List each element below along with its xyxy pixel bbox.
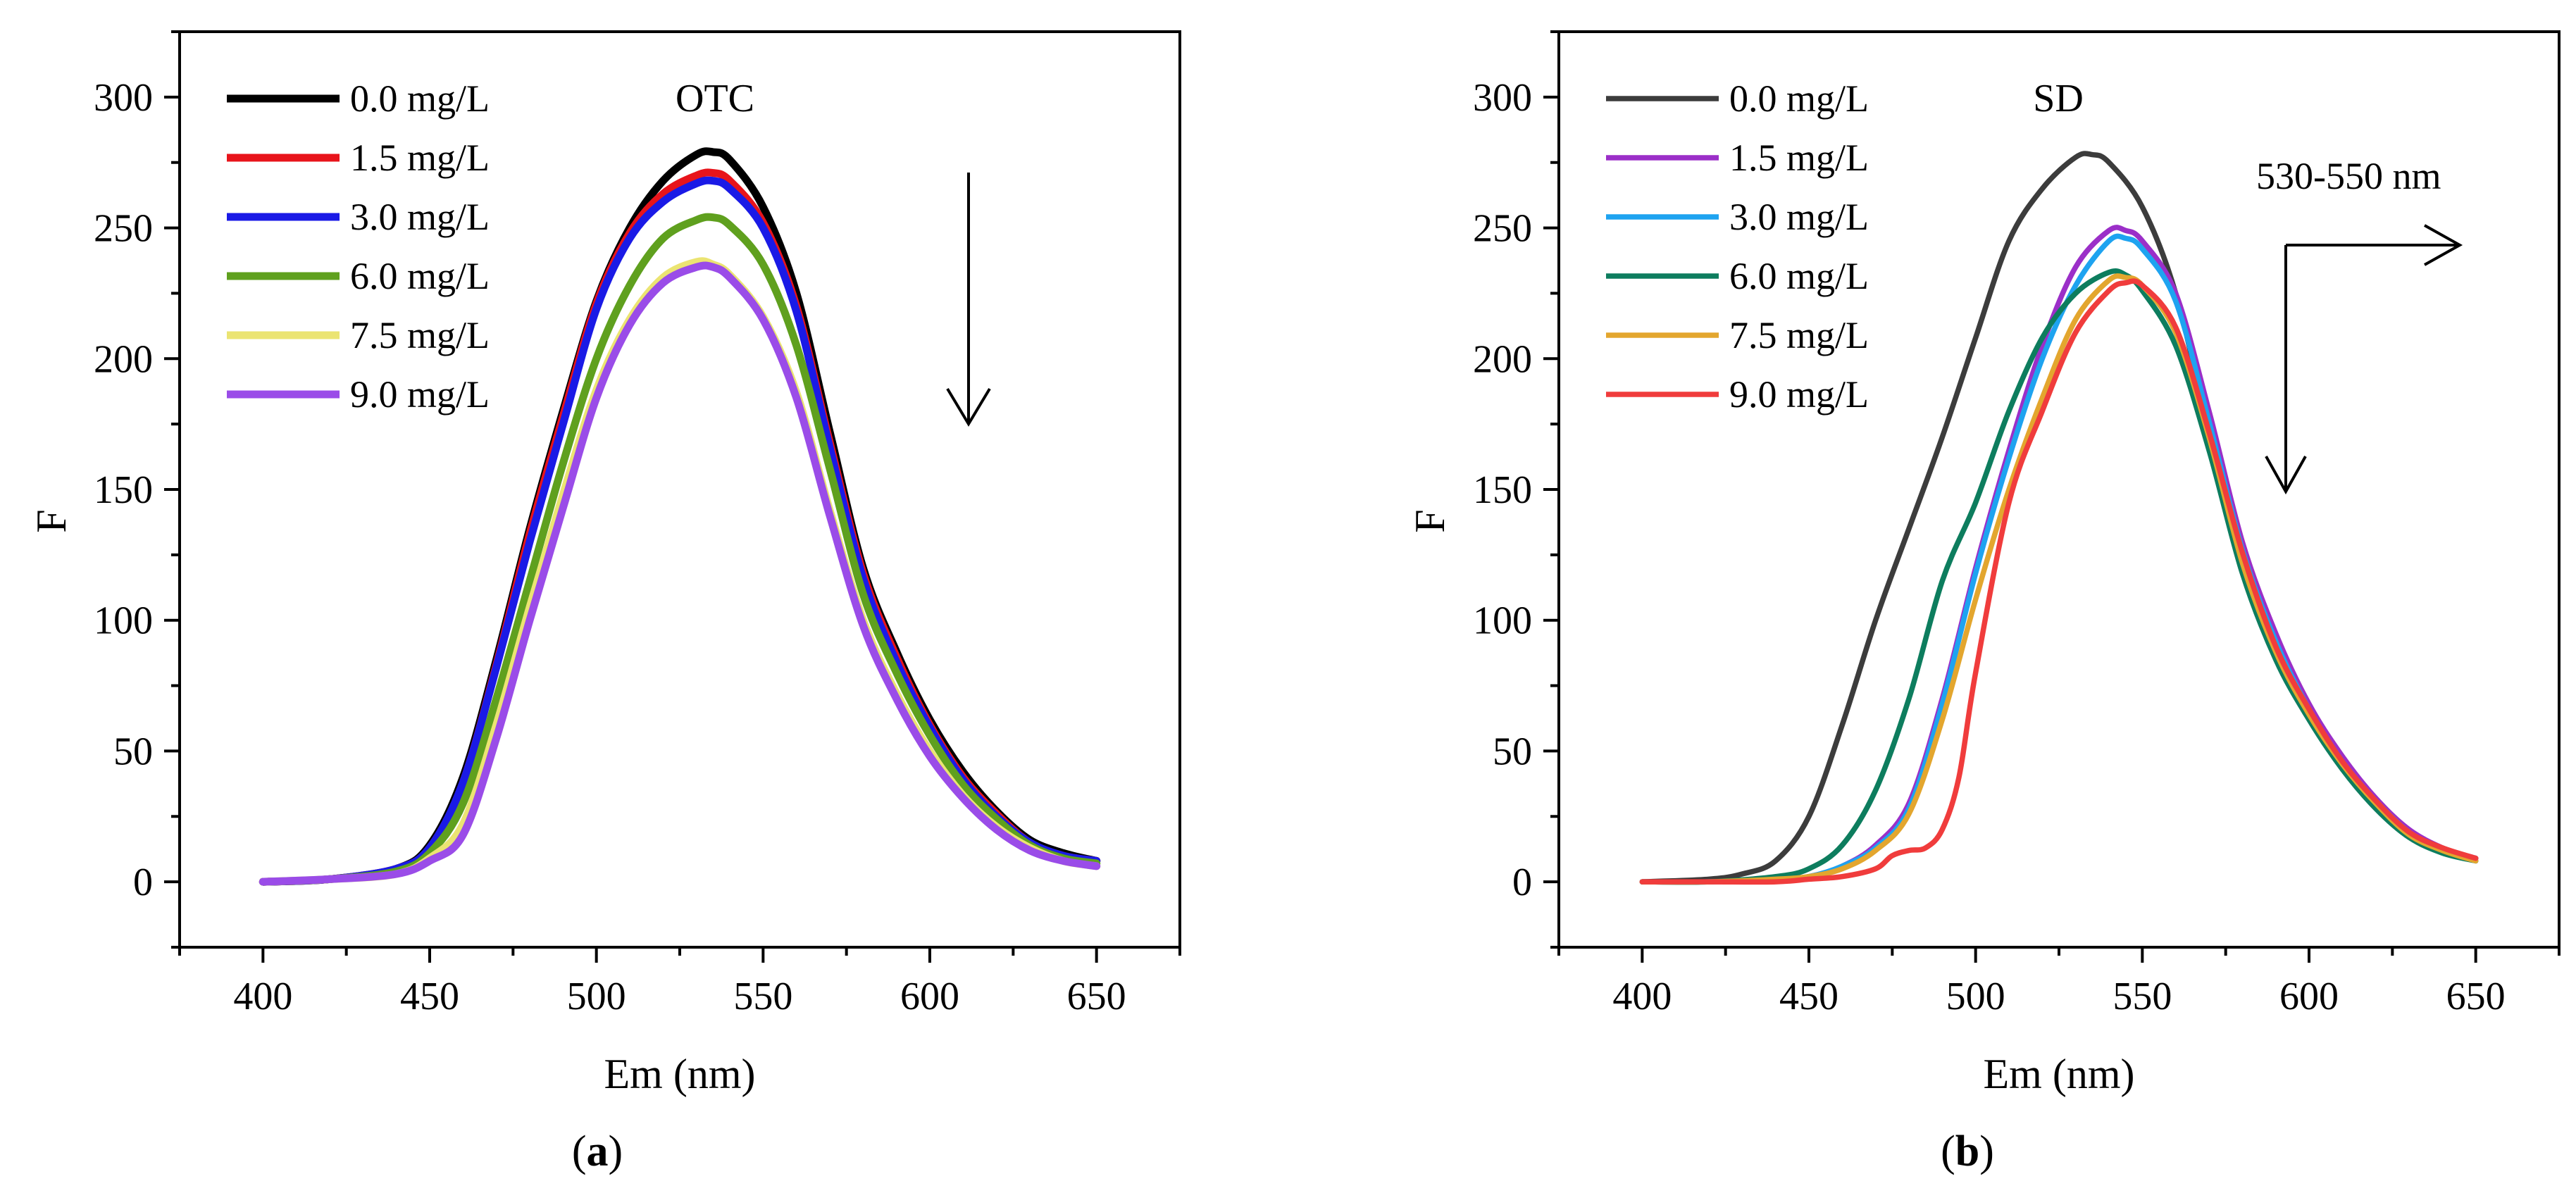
legend: 0.0 mg/L 1.5 mg/L 3.0 mg/L 6.0 mg/L 7.5 mg/L…	[227, 77, 490, 416]
y-tick-label: 0	[1512, 861, 1532, 904]
legend-item: 1.5 mg/L	[227, 137, 490, 179]
annotation-text: 530-550 nm	[2256, 155, 2441, 197]
y-tick-label: 250	[94, 207, 153, 251]
legend-item: 0.0 mg/L	[227, 77, 490, 120]
legend-label: 6.0 mg/L	[1729, 255, 1869, 297]
series-line	[1639, 268, 2479, 885]
x-tick-label: 450	[1779, 975, 1838, 1018]
y-tick-label: 100	[94, 599, 153, 643]
y-tick-label: 50	[113, 730, 153, 773]
y-tick-label: 200	[94, 337, 153, 381]
legend-label: 7.5 mg/L	[350, 314, 490, 356]
panel-letter: b	[1955, 1128, 1979, 1175]
y-axis: 0 50 100 150 200 250 300	[94, 30, 180, 949]
x-tick-label: 600	[900, 975, 959, 1018]
series-lines	[259, 147, 1101, 886]
legend-item: 1.5 mg/L	[1606, 137, 1869, 179]
legend-label: 0.0 mg/L	[350, 77, 490, 120]
y-tick-label: 0	[133, 861, 153, 904]
legend-label: 7.5 mg/L	[1729, 314, 1869, 356]
legend-item: 7.5 mg/L	[1606, 314, 1869, 356]
legend-item: 6.0 mg/L	[227, 255, 490, 297]
x-axis: 400 450 500 550 600 650	[1557, 947, 2561, 1018]
y-tick-label: 150	[1473, 468, 1532, 512]
panel-a: 400 450 500 550 600 650 0 50 100 150 200 250 300 0.…	[28, 30, 1181, 1175]
y-tick-label: 100	[1473, 599, 1532, 643]
legend-item: 3.0 mg/L	[227, 196, 490, 238]
panel-b: 400 450 500 550 600 650 0 50 100 150 200 250 300 0.…	[1407, 30, 2561, 1175]
legend-item: 3.0 mg/L	[1606, 196, 1869, 238]
legend-label: 1.5 mg/L	[1729, 137, 1869, 179]
series-line	[259, 213, 1101, 886]
panel-caption: (b)	[1941, 1128, 1994, 1175]
x-tick-label: 400	[1612, 975, 1672, 1018]
x-tick-label: 550	[733, 975, 792, 1018]
x-tick-label: 650	[1067, 975, 1126, 1018]
x-axis: 400 450 500 550 600 650	[178, 947, 1181, 1018]
panel-letter: a	[587, 1128, 609, 1175]
legend-item: 9.0 mg/L	[1606, 373, 1869, 416]
legend-item: 6.0 mg/L	[1606, 255, 1869, 297]
legend-label: 9.0 mg/L	[350, 373, 490, 416]
legend-label: 0.0 mg/L	[1729, 77, 1869, 120]
x-tick-label: 450	[400, 975, 459, 1018]
x-tick-label: 500	[1946, 975, 2005, 1018]
trend-arrow	[946, 173, 991, 427]
y-tick-label: 250	[1473, 207, 1532, 251]
legend-item: 7.5 mg/L	[227, 314, 490, 356]
series-lines	[1639, 151, 2479, 885]
x-tick-label: 550	[2113, 975, 2172, 1018]
legend-item: 9.0 mg/L	[227, 373, 490, 416]
legend-label: 3.0 mg/L	[1729, 196, 1869, 238]
y-tick-label: 300	[1473, 76, 1532, 120]
x-axis-title: Em (nm)	[1984, 1051, 2135, 1097]
trend-arrow	[2265, 224, 2463, 495]
panel-title: SD	[2033, 77, 2084, 120]
panel-title: OTC	[676, 77, 754, 120]
arrow-head	[946, 387, 991, 427]
y-tick-label: 50	[1493, 730, 1532, 773]
legend-label: 3.0 mg/L	[350, 196, 490, 238]
y-tick-label: 300	[94, 76, 153, 120]
series-line	[1639, 278, 2479, 885]
legend-item: 0.0 mg/L	[1606, 77, 1869, 120]
legend-label: 1.5 mg/L	[350, 137, 490, 179]
arrow-head-down	[2265, 456, 2307, 495]
x-tick-label: 400	[233, 975, 292, 1018]
x-tick-label: 650	[2446, 975, 2506, 1018]
legend-label: 6.0 mg/L	[350, 255, 490, 297]
series-line	[259, 261, 1101, 886]
arrow-head-right	[2424, 224, 2463, 266]
y-axis-title: F	[28, 509, 75, 532]
x-tick-label: 600	[2279, 975, 2339, 1018]
panel-caption: (a)	[572, 1128, 623, 1175]
y-tick-label: 150	[94, 468, 153, 512]
legend-label: 9.0 mg/L	[1729, 373, 1869, 416]
x-axis-title: Em (nm)	[604, 1051, 756, 1097]
x-tick-label: 500	[567, 975, 626, 1018]
y-axis: 0 50 100 150 200 250 300	[1473, 30, 1559, 949]
legend: 0.0 mg/L 1.5 mg/L 3.0 mg/L 6.0 mg/L 7.5 mg/L…	[1606, 77, 1869, 416]
y-tick-label: 200	[1473, 337, 1532, 381]
y-axis-title: F	[1407, 509, 1453, 532]
